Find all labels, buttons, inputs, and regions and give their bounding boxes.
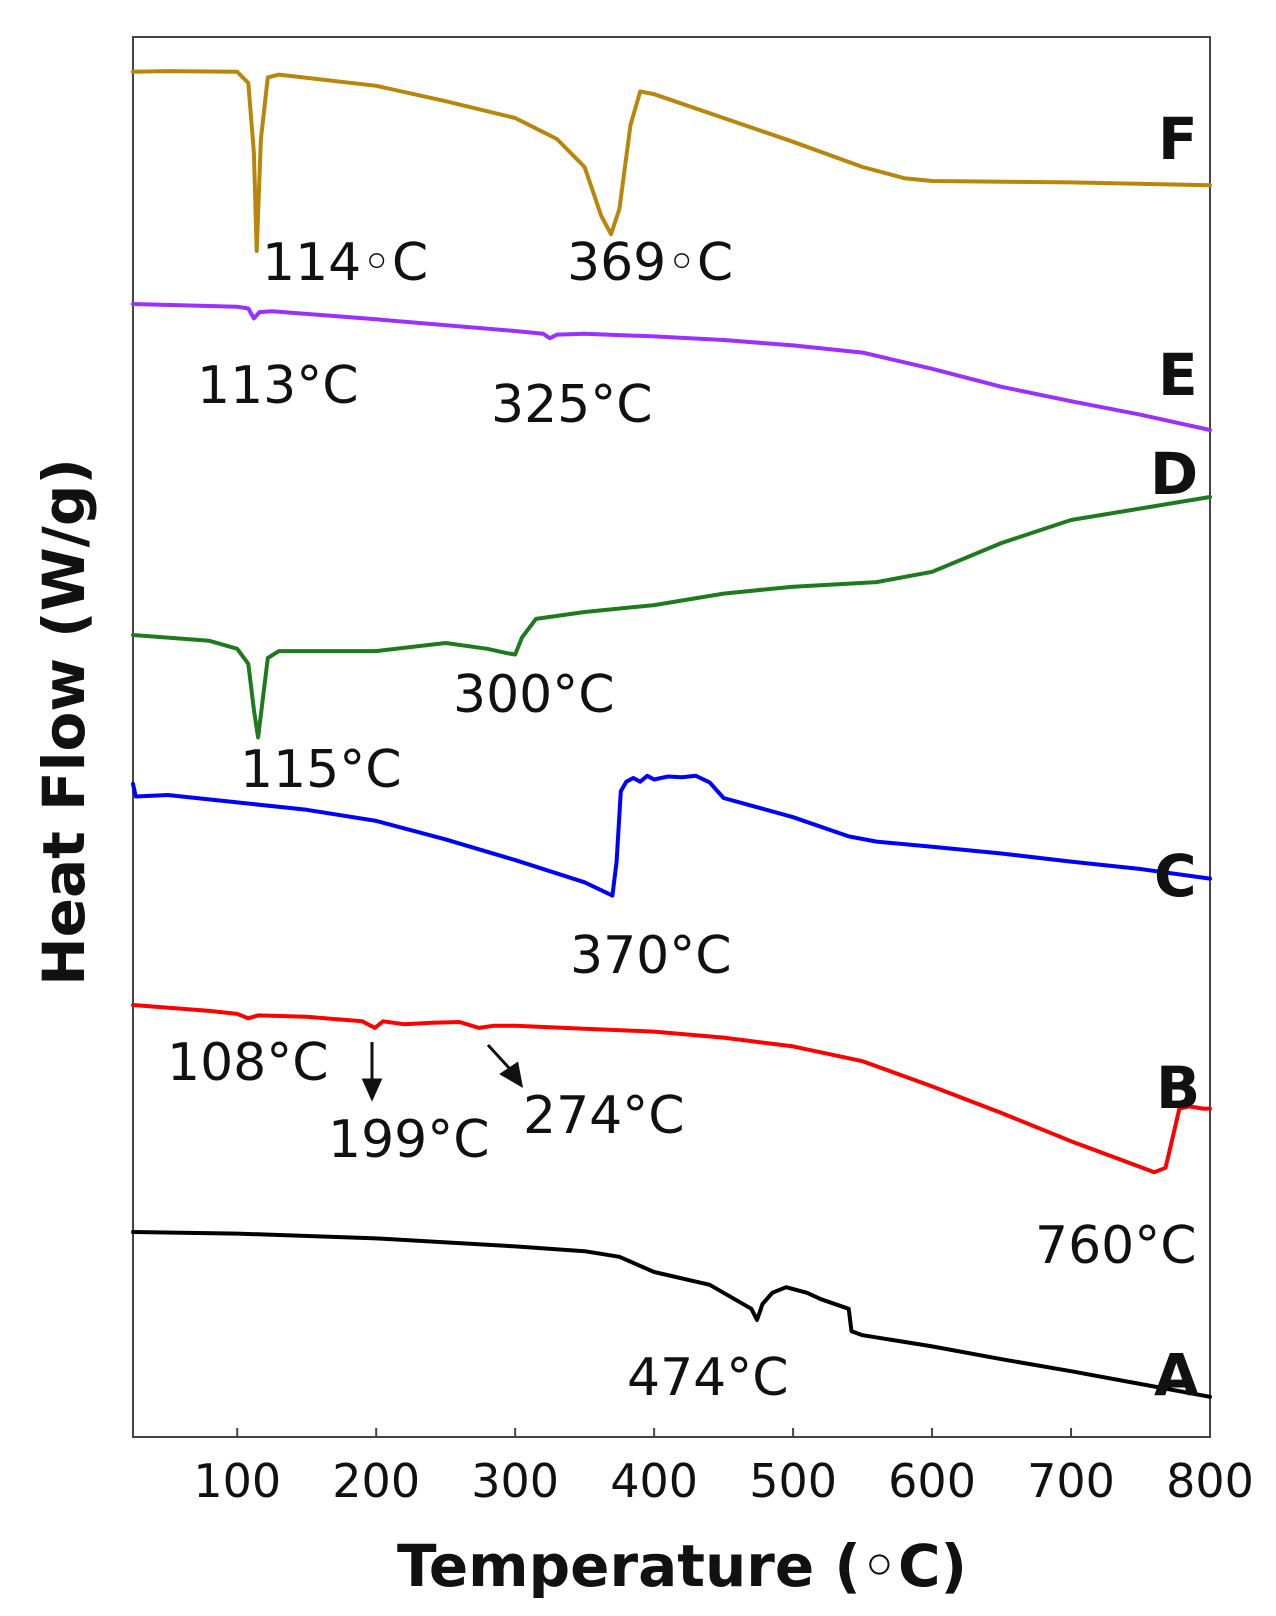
x-tick-label-200: 200: [332, 1454, 420, 1508]
annotation-B-199: 199°C: [328, 1110, 490, 1170]
x-tick-label-800: 800: [1166, 1454, 1254, 1508]
series-line-A: [131, 1230, 1212, 1399]
series-line-E: [131, 302, 1212, 432]
x-tick-label-100: 100: [193, 1454, 281, 1508]
series-label-B: B: [1156, 1054, 1200, 1122]
annotation-C-370: 370°C: [570, 926, 732, 986]
arrow-274: [486, 1043, 524, 1088]
annotation-E-113: 113°C: [197, 356, 359, 416]
series-lines: [131, 69, 1212, 1399]
series-label-F: F: [1158, 105, 1198, 173]
annotation-B-274: 274°C: [523, 1086, 685, 1146]
series-line-C: [131, 773, 1212, 898]
arrow-199: [361, 1042, 383, 1102]
x-tick-label-300: 300: [471, 1454, 559, 1508]
annotation-A-474: 474°C: [627, 1348, 789, 1408]
series-label-C: C: [1154, 842, 1197, 910]
x-tick-label-400: 400: [610, 1454, 698, 1508]
annotation-D-300: 300°C: [453, 665, 615, 725]
series-line-F: [131, 69, 1212, 253]
annotation-F-114: 114◦C: [262, 233, 428, 293]
series-label-D: D: [1150, 440, 1198, 508]
annotation-E-325: 325°C: [491, 375, 653, 435]
x-axis-title: Temperature (◦C): [397, 1532, 967, 1600]
annotation-B-108: 108°C: [167, 1033, 329, 1093]
series-line-B: [131, 1003, 1212, 1175]
series-label-A: A: [1154, 1341, 1199, 1409]
series-label-E: E: [1158, 341, 1198, 409]
x-tick-label-500: 500: [749, 1454, 837, 1508]
y-axis-title: Heat Flow (W/g): [30, 458, 98, 986]
x-tick-label-700: 700: [1027, 1454, 1115, 1508]
x-tick-label-600: 600: [888, 1454, 976, 1508]
plot-frame: [132, 36, 1211, 1438]
annotation-F-369: 369◦C: [567, 233, 733, 293]
series-line-D: [131, 495, 1212, 740]
annotation-B-760: 760°C: [1035, 1216, 1197, 1276]
annotation-D-115: 115°C: [240, 740, 402, 800]
x-axis-ticks: 100 200 300 400 500 600 700 800: [193, 1428, 1254, 1508]
